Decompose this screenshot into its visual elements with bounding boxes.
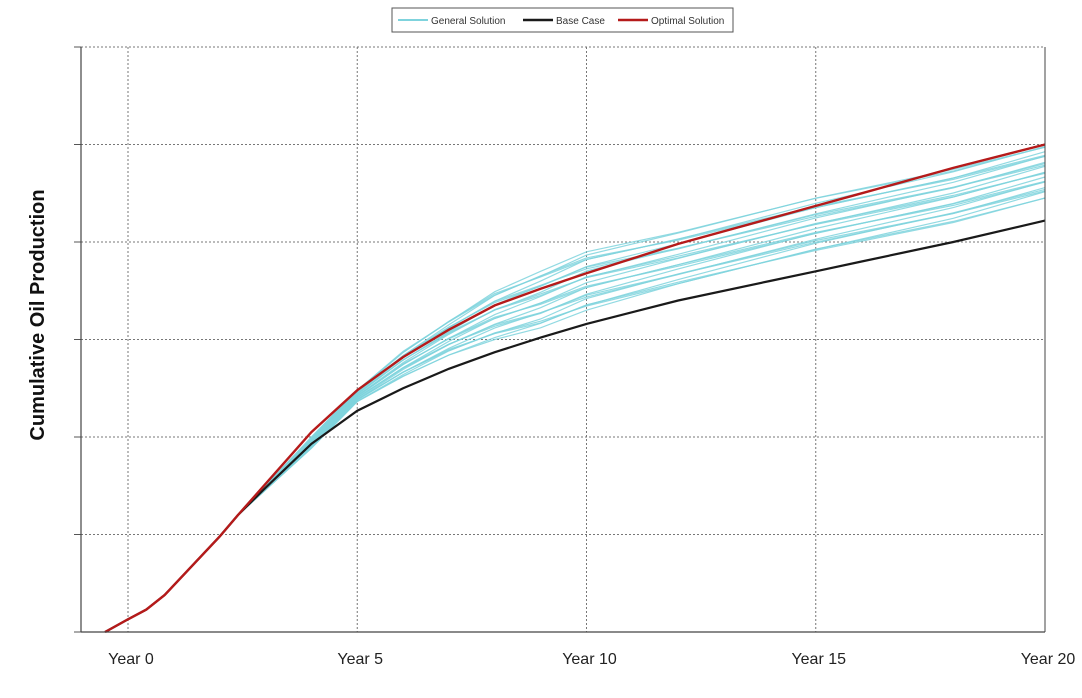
y-axis-label: Cumulative Oil Production [27, 189, 49, 440]
general-solution-line [237, 197, 1046, 516]
general-solution-line [237, 191, 1046, 516]
axes [80, 47, 1046, 633]
legend-box [391, 7, 734, 33]
general-solution-line [237, 172, 1046, 516]
legend: General Solution Base Case Optimal Solut… [391, 7, 734, 33]
general-solution-line [237, 181, 1046, 516]
x-tick-label: Year 15 [791, 651, 846, 668]
legend-label-base-case: Base Case [556, 16, 605, 27]
x-axis-tick-labels: Year 0 Year 5 Year 10 Year 15 Year 20 [108, 651, 1075, 668]
highlight-series [104, 143, 1046, 634]
y-axis-ticks [74, 46, 81, 633]
general-solution-series [237, 145, 1046, 516]
optimal-solution-line [104, 143, 1046, 634]
legend-label-general-solution: General Solution [431, 16, 506, 27]
x-tick-label: Year 10 [562, 651, 617, 668]
grid [81, 46, 1045, 632]
general-solution-line [237, 171, 1046, 516]
x-tick-label: Year 5 [337, 651, 383, 668]
general-solution-line [237, 187, 1046, 516]
general-solution-line [237, 151, 1046, 516]
general-solution-line [237, 197, 1046, 516]
general-solution-line [237, 180, 1046, 516]
general-solution-line [237, 154, 1046, 516]
x-tick-label: Year 0 [108, 651, 154, 668]
general-solution-line [237, 188, 1046, 516]
general-solution-line [237, 161, 1046, 516]
x-tick-label: Year 20 [1021, 651, 1076, 668]
general-solution-line [237, 181, 1046, 516]
legend-label-optimal-solution: Optimal Solution [651, 16, 724, 27]
general-solution-line [237, 164, 1046, 516]
general-solution-line [237, 155, 1046, 516]
